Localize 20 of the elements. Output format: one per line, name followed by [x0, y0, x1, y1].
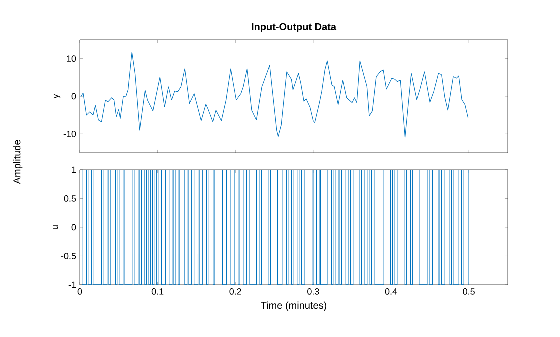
y-tick-label: 1 [72, 166, 76, 174]
x-tick-label: 0.4 [385, 288, 398, 295]
x-tick-label: 0.5 [463, 288, 475, 295]
x-tick-label: 0.3 [308, 288, 320, 295]
y-tick-label: 0 [72, 93, 76, 100]
x-tick-label: 0 [78, 288, 82, 295]
x-axis-title: Time (minutes) [261, 302, 327, 312]
y-tick-label: 10 [67, 56, 76, 62]
line-series [80, 52, 469, 138]
text: Amplitude [13, 140, 23, 184]
x-tick-label: 0.2 [230, 288, 242, 295]
y-tick-label: 0 [72, 224, 76, 231]
y-axis-title: y [54, 94, 61, 99]
y-tick-label: -1 [68, 282, 76, 288]
chart-title: Input-Output Data [252, 23, 337, 32]
y-axis-title: u [53, 226, 58, 230]
y-tick-label: -10 [64, 130, 76, 138]
y-tick-label: -0.5 [61, 253, 76, 260]
x-tick-label: 0.1 [152, 288, 164, 295]
y-tick-label: 0.5 [64, 196, 76, 202]
